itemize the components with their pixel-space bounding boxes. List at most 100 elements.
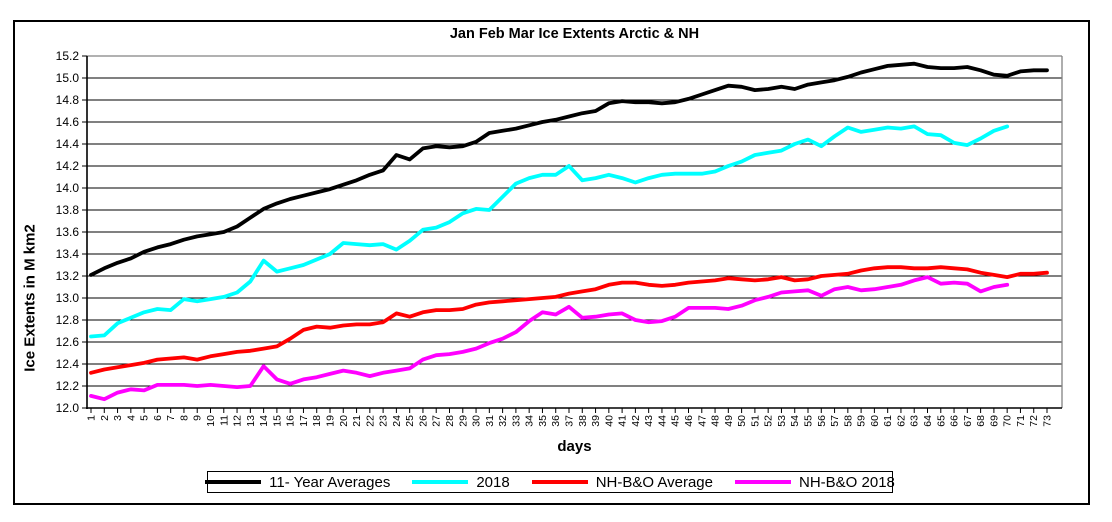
svg-text:5: 5 [139, 415, 151, 421]
svg-text:48: 48 [710, 415, 722, 427]
svg-text:26: 26 [417, 415, 429, 427]
svg-text:14.2: 14.2 [56, 159, 80, 173]
chart-border [13, 20, 1090, 505]
svg-text:7: 7 [165, 415, 177, 421]
legend-label: 11- Year Averages [269, 473, 391, 491]
svg-text:14.0: 14.0 [56, 181, 80, 195]
svg-text:27: 27 [431, 415, 443, 427]
svg-text:43: 43 [643, 415, 655, 427]
svg-text:71: 71 [1015, 415, 1027, 427]
svg-text:39: 39 [590, 415, 602, 427]
svg-text:47: 47 [696, 415, 708, 427]
legend-line-swatch [735, 480, 791, 484]
svg-text:38: 38 [577, 415, 589, 427]
legend-item-11-year-averages: 11- Year Averages [205, 474, 390, 491]
svg-text:16: 16 [285, 415, 297, 427]
svg-text:23: 23 [378, 415, 390, 427]
svg-text:10: 10 [205, 415, 217, 427]
svg-text:30: 30 [471, 415, 483, 427]
svg-text:37: 37 [564, 415, 576, 427]
svg-text:14.6: 14.6 [56, 115, 80, 129]
svg-text:61: 61 [882, 415, 894, 427]
svg-text:14.8: 14.8 [56, 93, 80, 107]
chart-legend: 11- Year Averages 2018 NH-B&O Average NH… [205, 471, 895, 493]
legend-line-swatch [205, 480, 262, 484]
svg-text:14: 14 [258, 415, 270, 427]
svg-text:25: 25 [404, 415, 416, 427]
svg-text:13.2: 13.2 [56, 269, 80, 283]
svg-text:28: 28 [444, 415, 456, 427]
svg-text:32: 32 [497, 415, 509, 427]
svg-text:6: 6 [152, 415, 164, 421]
svg-text:15: 15 [271, 415, 283, 427]
svg-text:46: 46 [683, 415, 695, 427]
legend-label: 2018 [476, 473, 510, 491]
svg-text:36: 36 [550, 415, 562, 427]
svg-text:15.2: 15.2 [56, 49, 80, 63]
svg-text:8: 8 [178, 415, 190, 421]
svg-text:13.0: 13.0 [56, 291, 80, 305]
svg-text:65: 65 [935, 415, 947, 427]
svg-text:41: 41 [617, 415, 629, 427]
svg-text:29: 29 [457, 415, 469, 427]
legend-label: NH-B&O Average [595, 473, 713, 491]
svg-text:12.2: 12.2 [56, 379, 80, 393]
svg-text:22: 22 [364, 415, 376, 427]
svg-text:13.4: 13.4 [56, 247, 80, 261]
svg-text:2: 2 [99, 415, 111, 421]
svg-text:11: 11 [218, 415, 230, 426]
legend-line-swatch [412, 480, 469, 484]
svg-text:62: 62 [895, 415, 907, 427]
svg-text:9: 9 [192, 415, 204, 421]
svg-text:3: 3 [112, 415, 124, 421]
svg-text:73: 73 [1042, 415, 1054, 427]
svg-text:20: 20 [338, 415, 350, 427]
svg-text:60: 60 [869, 415, 881, 427]
svg-text:49: 49 [723, 415, 735, 427]
svg-text:12: 12 [232, 415, 244, 427]
svg-text:51: 51 [749, 415, 761, 427]
svg-text:69: 69 [988, 415, 1000, 427]
svg-text:66: 66 [949, 415, 961, 427]
svg-text:12.8: 12.8 [56, 313, 80, 327]
svg-text:40: 40 [603, 415, 615, 427]
svg-text:57: 57 [829, 415, 841, 427]
svg-text:63: 63 [909, 415, 921, 427]
x-axis-title: days [557, 438, 592, 455]
svg-text:14.4: 14.4 [56, 137, 80, 151]
svg-text:13.8: 13.8 [56, 203, 80, 217]
svg-text:35: 35 [537, 415, 549, 427]
svg-text:55: 55 [803, 415, 815, 427]
svg-text:18: 18 [311, 415, 323, 427]
svg-text:12.6: 12.6 [56, 335, 80, 349]
chart-title: Jan Feb Mar Ice Extents Arctic & NH [449, 26, 700, 42]
legend-label: NH-B&O 2018 [799, 473, 895, 491]
svg-text:59: 59 [856, 415, 868, 427]
legend-line-swatch [531, 480, 588, 484]
svg-text:56: 56 [816, 415, 828, 427]
svg-text:4: 4 [125, 415, 137, 421]
svg-text:13: 13 [245, 415, 257, 427]
legend-item-nhbo-2018: NH-B&O 2018 [735, 474, 895, 491]
svg-text:12.4: 12.4 [56, 357, 80, 371]
svg-text:13.6: 13.6 [56, 225, 80, 239]
legend-item-nhbo-average: NH-B&O Average [531, 473, 713, 491]
svg-text:15.0: 15.0 [56, 71, 80, 85]
svg-text:17: 17 [298, 415, 310, 427]
svg-text:50: 50 [736, 415, 748, 427]
svg-text:24: 24 [391, 415, 403, 427]
svg-text:53: 53 [776, 415, 788, 427]
svg-text:19: 19 [325, 415, 337, 427]
svg-text:21: 21 [351, 415, 363, 427]
svg-text:68: 68 [975, 415, 987, 427]
svg-text:72: 72 [1028, 415, 1040, 427]
svg-text:58: 58 [842, 415, 854, 427]
svg-text:54: 54 [789, 415, 801, 427]
svg-text:70: 70 [1002, 415, 1014, 427]
svg-text:33: 33 [510, 415, 522, 427]
svg-text:12.0: 12.0 [56, 401, 80, 415]
legend-item-2018: 2018 [412, 473, 510, 491]
svg-text:67: 67 [962, 415, 974, 427]
